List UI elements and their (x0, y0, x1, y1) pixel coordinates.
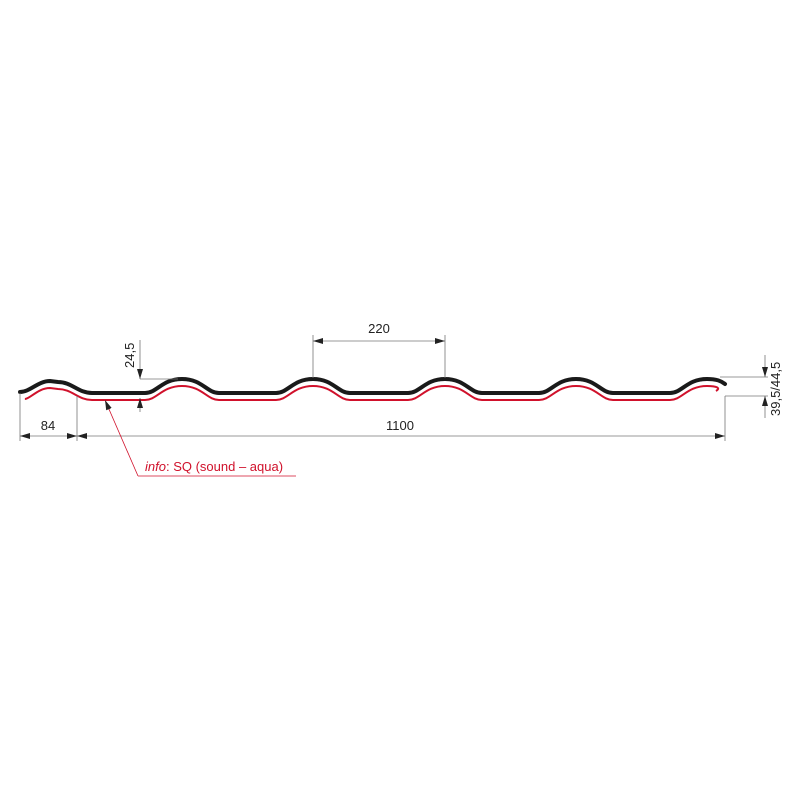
total-height-label: 39,5/44,5 (768, 362, 783, 416)
dimension-lines (19, 335, 768, 441)
info-label-italic: info (145, 459, 166, 474)
info-label: info: SQ (sound – aqua) (145, 459, 283, 474)
coating-profile-line (24, 384, 720, 401)
end-overlap-label: 84 (41, 418, 55, 433)
sheet-profile-line (18, 376, 727, 395)
wave-height-label: 24,5 (122, 343, 137, 368)
covering-width-label: 1100 (386, 418, 414, 433)
info-label-text: : SQ (sound – aqua) (166, 459, 283, 474)
pitch-label: 220 (368, 321, 390, 336)
info-leader-line (104, 399, 296, 477)
